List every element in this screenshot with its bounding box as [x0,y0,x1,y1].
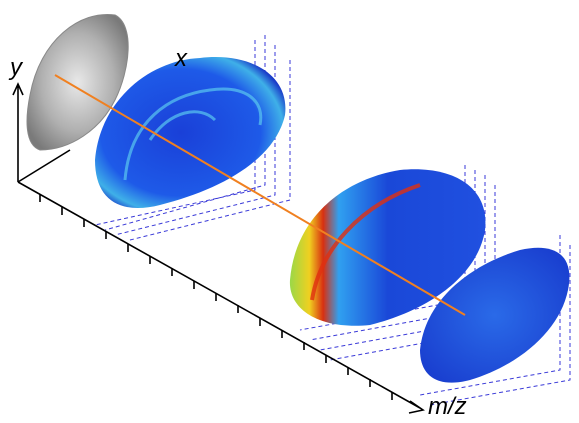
x-axis-label: x [174,45,188,72]
figure: y x m/z [0,0,579,423]
y-axis-label: y [8,54,24,81]
mz-axis-label: m/z [428,393,467,420]
